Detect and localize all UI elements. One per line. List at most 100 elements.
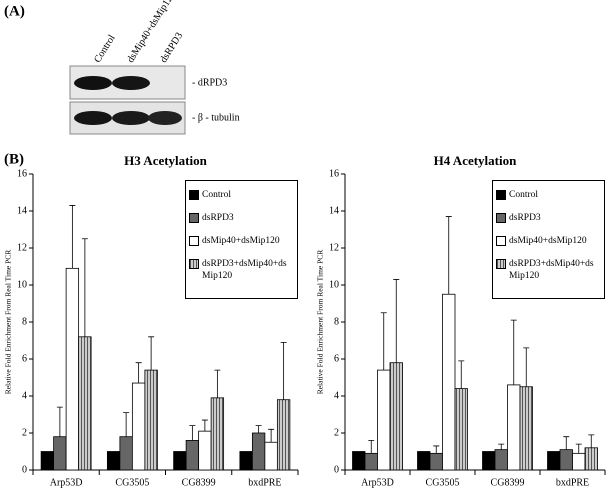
- legend-entry: dsMip40+dsMip120: [496, 236, 601, 247]
- error-bar: [189, 425, 196, 441]
- bar: [547, 451, 561, 471]
- x-tick-label: bxdPRE: [556, 477, 589, 488]
- band-label: - dRPD3: [192, 77, 227, 88]
- legend-swatch: [496, 190, 506, 200]
- bar: [377, 369, 391, 471]
- bar: [251, 432, 266, 471]
- y-tick-label: 10: [329, 279, 339, 290]
- legend-swatch: [496, 259, 506, 269]
- bar: [442, 293, 456, 471]
- legend-label: dsRPD3: [202, 213, 234, 223]
- legend-label: dsMip40+dsMip120: [202, 236, 280, 246]
- error-bar: [268, 428, 275, 443]
- y-tick-label: 0: [22, 464, 27, 475]
- y-tick-label: 2: [334, 427, 339, 438]
- error-bar: [498, 443, 505, 450]
- bar: [131, 382, 146, 471]
- bar: [507, 384, 521, 471]
- error-bar: [56, 406, 63, 437]
- y-tick-label: 10: [17, 279, 27, 290]
- legend-label: dsRPD3+dsMip40+dsMip120: [202, 259, 287, 281]
- x-tick-label: CG8399: [182, 477, 216, 488]
- band: [112, 76, 150, 90]
- panel-label: (A): [4, 3, 25, 19]
- bar: [144, 369, 158, 471]
- error-bar: [148, 336, 155, 371]
- y-tick-label: 16: [329, 168, 339, 179]
- legend: Control dsRPD3 dsMip40+dsMip120 dsRPD3+dsMi…: [185, 180, 298, 299]
- error-bar: [588, 434, 595, 448]
- bar: [584, 447, 598, 471]
- bar: [65, 267, 80, 471]
- y-tick-label: 6: [22, 353, 27, 364]
- panel-label: (B): [4, 151, 24, 167]
- x-tick-label: CG8399: [491, 477, 525, 488]
- error-bar: [135, 362, 142, 384]
- legend-entry: dsRPD3+dsMip40+dsMip120: [496, 259, 601, 282]
- band: [112, 111, 150, 125]
- bar: [40, 451, 55, 471]
- x-tick-label: Arp53D: [50, 477, 83, 488]
- y-tick-label: 16: [17, 168, 27, 179]
- x-tick-label: CG3505: [115, 477, 149, 488]
- y-tick-label: 8: [22, 316, 27, 327]
- bar: [276, 399, 291, 471]
- error-bar: [445, 216, 452, 295]
- legend-entry: Control: [189, 190, 294, 201]
- legend-swatch: [189, 213, 199, 223]
- bar: [119, 436, 133, 471]
- legend-entry: dsRPD3+dsMip40+dsMip120: [189, 259, 294, 282]
- legend-swatch: [189, 236, 199, 246]
- bar: [78, 336, 92, 471]
- bar: [239, 451, 253, 471]
- error-bar: [255, 425, 262, 433]
- error-bar: [393, 279, 400, 363]
- bar: [185, 439, 200, 471]
- error-bar: [69, 205, 76, 269]
- bar: [264, 441, 278, 471]
- legend-swatch: [189, 259, 199, 269]
- band-label: - β - tubulin: [192, 112, 240, 123]
- chart-title: H4 Acetylation: [434, 153, 517, 168]
- bar: [429, 452, 443, 471]
- error-bar: [575, 443, 582, 454]
- band: [74, 111, 112, 125]
- x-tick-label: CG3505: [426, 477, 460, 488]
- y-tick-label: 6: [334, 353, 339, 364]
- legend-swatch: [496, 236, 506, 246]
- bar: [559, 449, 573, 471]
- bar: [482, 451, 496, 471]
- error-bar: [214, 369, 221, 398]
- legend-label: Control: [509, 190, 539, 200]
- legend-label: Control: [202, 190, 232, 200]
- y-axis-label: Relative Fold Enrichment From Real Time …: [316, 250, 325, 395]
- lane-label: dsRPD3: [158, 31, 185, 65]
- bar: [352, 451, 366, 471]
- chart-title: H3 Acetylation: [124, 153, 207, 168]
- y-axis-label: Relative Fold Enrichment From Real Time …: [4, 250, 13, 395]
- bar: [572, 452, 586, 471]
- error-bar: [368, 440, 375, 454]
- error-bar: [81, 238, 88, 337]
- legend-swatch: [189, 190, 199, 200]
- error-bar: [510, 319, 517, 385]
- bar: [454, 388, 468, 471]
- error-bar: [380, 312, 387, 371]
- error-bar: [201, 419, 208, 432]
- legend-entry: Control: [496, 190, 601, 201]
- legend-label: dsRPD3+dsMip40+dsMip120: [509, 259, 594, 281]
- bar: [198, 430, 212, 471]
- y-tick-label: 14: [329, 205, 339, 216]
- bar: [210, 397, 225, 471]
- bar: [389, 362, 403, 471]
- error-bar: [433, 445, 440, 454]
- lane-label: Control: [92, 33, 118, 65]
- legend-entry: dsRPD3: [189, 213, 294, 224]
- legend-entry: dsRPD3: [496, 213, 601, 224]
- bar: [106, 451, 121, 471]
- bar: [519, 386, 533, 471]
- bar: [173, 451, 187, 471]
- error-bar: [458, 360, 465, 389]
